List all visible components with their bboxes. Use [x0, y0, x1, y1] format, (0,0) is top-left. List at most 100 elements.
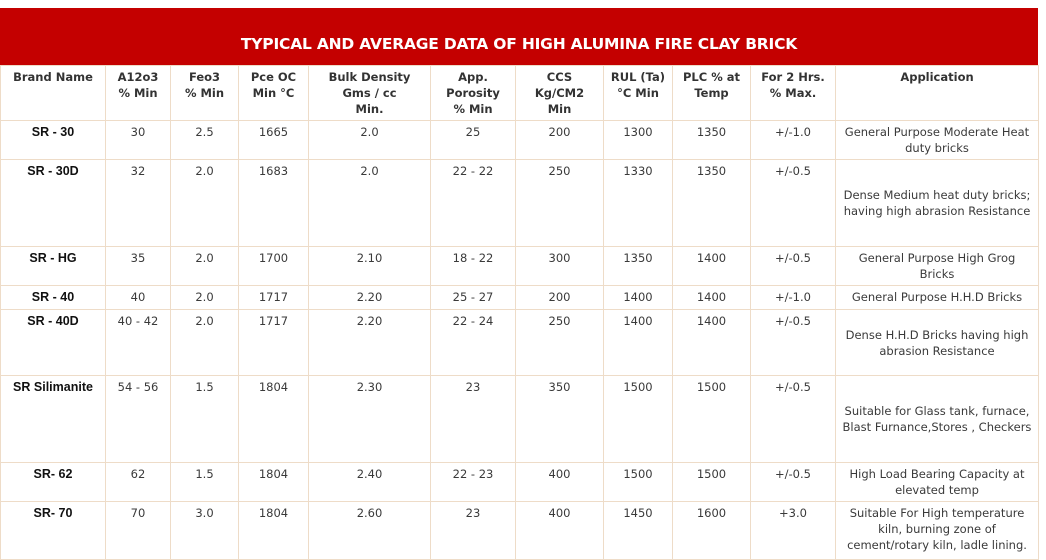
cell-application: General Purpose High Grog Bricks	[835, 246, 1039, 286]
cell-for-2-hrs: +/-0.5	[750, 309, 836, 376]
cell-app-porosity: 23	[430, 501, 516, 560]
column-header-fe2o3: Feo3 % Min	[170, 65, 239, 121]
cell-bulk-density: 2.0	[308, 159, 431, 247]
cell-for-2-hrs: +/-0.5	[750, 159, 836, 247]
cell-for-2-hrs: +/-1.0	[750, 120, 836, 160]
table-row: SR - 40D 40 - 42 2.0 1717 2.20 22 - 24 250 1400…	[0, 309, 1039, 376]
cell-brand-name: SR- 70	[0, 501, 106, 560]
cell-bulk-density: 2.0	[308, 120, 431, 160]
header-row: Brand Name A12o3 % Min Feo3 % Min Pce OC Mi…	[0, 65, 1039, 121]
cell-rul: 1500	[603, 462, 673, 502]
column-header-ccs: CCS Kg/CM2 Min	[515, 65, 604, 121]
column-header-al2o3: A12o3 % Min	[105, 65, 171, 121]
cell-brand-name: SR - 40	[0, 285, 106, 310]
cell-brand-name: SR - 30	[0, 120, 106, 160]
cell-fe2o3: 2.5	[170, 120, 239, 160]
cell-al2o3: 32	[105, 159, 171, 247]
cell-rul: 1350	[603, 246, 673, 286]
cell-for-2-hrs: +/-0.5	[750, 246, 836, 286]
cell-app-porosity: 22 - 23	[430, 462, 516, 502]
cell-brand-name: SR Silimanite	[0, 375, 106, 463]
column-header-pce: Pce OC Min °C	[238, 65, 309, 121]
cell-brand-name: SR - 40D	[0, 309, 106, 376]
cell-ccs: 400	[515, 501, 604, 560]
cell-pce: 1804	[238, 375, 309, 463]
brick-data-table: Brand Name A12o3 % Min Feo3 % Min Pce OC Mi…	[0, 65, 1039, 560]
cell-ccs: 250	[515, 159, 604, 247]
column-header-bulk-density: Bulk Density Gms / cc Min.	[308, 65, 431, 121]
cell-al2o3: 40 - 42	[105, 309, 171, 376]
cell-rul: 1400	[603, 309, 673, 376]
cell-plc: 1350	[672, 120, 751, 160]
cell-fe2o3: 2.0	[170, 309, 239, 376]
cell-application: Suitable For High temperature kiln, burn…	[835, 501, 1039, 560]
column-header-rul: RUL (Ta) °C Min	[603, 65, 673, 121]
cell-application: Suitable for Glass tank, furnace, Blast …	[835, 375, 1039, 463]
cell-rul: 1300	[603, 120, 673, 160]
cell-rul: 1400	[603, 285, 673, 310]
cell-rul: 1450	[603, 501, 673, 560]
cell-bulk-density: 2.10	[308, 246, 431, 286]
cell-application: General Purpose Moderate Heat duty brick…	[835, 120, 1039, 160]
column-header-app-porosity: App. Porosity % Min	[430, 65, 516, 121]
cell-bulk-density: 2.20	[308, 309, 431, 376]
cell-app-porosity: 22 - 24	[430, 309, 516, 376]
cell-ccs: 400	[515, 462, 604, 502]
cell-for-2-hrs: +/-0.5	[750, 375, 836, 463]
cell-brand-name: SR - 30D	[0, 159, 106, 247]
cell-pce: 1700	[238, 246, 309, 286]
cell-plc: 1400	[672, 309, 751, 376]
cell-pce: 1804	[238, 501, 309, 560]
cell-al2o3: 54 - 56	[105, 375, 171, 463]
cell-pce: 1717	[238, 285, 309, 310]
cell-pce: 1717	[238, 309, 309, 376]
column-header-brand-name: Brand Name	[0, 65, 106, 121]
cell-fe2o3: 2.0	[170, 159, 239, 247]
cell-app-porosity: 18 - 22	[430, 246, 516, 286]
table-row: SR Silimanite 54 - 56 1.5 1804 2.30 23 350 1500…	[0, 375, 1039, 463]
cell-rul: 1330	[603, 159, 673, 247]
column-header-plc: PLC % at Temp	[672, 65, 751, 121]
cell-al2o3: 30	[105, 120, 171, 160]
cell-ccs: 200	[515, 120, 604, 160]
cell-brand-name: SR- 62	[0, 462, 106, 502]
cell-pce: 1665	[238, 120, 309, 160]
cell-brand-name: SR - HG	[0, 246, 106, 286]
cell-app-porosity: 25 - 27	[430, 285, 516, 310]
cell-al2o3: 35	[105, 246, 171, 286]
cell-application: Dense Medium heat duty bricks; having hi…	[835, 159, 1039, 247]
cell-ccs: 350	[515, 375, 604, 463]
cell-for-2-hrs: +/-0.5	[750, 462, 836, 502]
cell-application: Dense H.H.D Bricks having high abrasion …	[835, 309, 1039, 376]
table-row: SR - 30 30 2.5 1665 2.0 25 200 1300 1350 +/-1.0 Ge…	[0, 120, 1039, 160]
cell-fe2o3: 3.0	[170, 501, 239, 560]
cell-ccs: 300	[515, 246, 604, 286]
table-row: SR- 70 70 3.0 1804 2.60 23 400 1450 1600 +3.0 Suit…	[0, 501, 1039, 560]
cell-plc: 1350	[672, 159, 751, 247]
cell-app-porosity: 25	[430, 120, 516, 160]
cell-bulk-density: 2.40	[308, 462, 431, 502]
cell-bulk-density: 2.20	[308, 285, 431, 310]
cell-application: General Purpose H.H.D Bricks	[835, 285, 1039, 310]
cell-al2o3: 40	[105, 285, 171, 310]
cell-plc: 1400	[672, 246, 751, 286]
cell-al2o3: 70	[105, 501, 171, 560]
cell-app-porosity: 23	[430, 375, 516, 463]
cell-fe2o3: 1.5	[170, 462, 239, 502]
cell-fe2o3: 1.5	[170, 375, 239, 463]
table-title-banner: TYPICAL AND AVERAGE DATA OF HIGH ALUMINA…	[0, 8, 1038, 65]
cell-app-porosity: 22 - 22	[430, 159, 516, 247]
cell-ccs: 200	[515, 285, 604, 310]
cell-for-2-hrs: +/-1.0	[750, 285, 836, 310]
cell-bulk-density: 2.60	[308, 501, 431, 560]
cell-al2o3: 62	[105, 462, 171, 502]
cell-bulk-density: 2.30	[308, 375, 431, 463]
cell-pce: 1683	[238, 159, 309, 247]
cell-application: High Load Bearing Capacity at elevated t…	[835, 462, 1039, 502]
cell-plc: 1500	[672, 375, 751, 463]
table-row: SR - 30D 32 2.0 1683 2.0 22 - 22 250 1330 1350 +/…	[0, 159, 1039, 247]
table-row: SR - HG 35 2.0 1700 2.10 18 - 22 300 1350 1400 +/…	[0, 246, 1039, 286]
cell-plc: 1400	[672, 285, 751, 310]
column-header-application: Application	[835, 65, 1039, 121]
table-row: SR - 40 40 2.0 1717 2.20 25 - 27 200 1400 1400 +/…	[0, 285, 1039, 310]
